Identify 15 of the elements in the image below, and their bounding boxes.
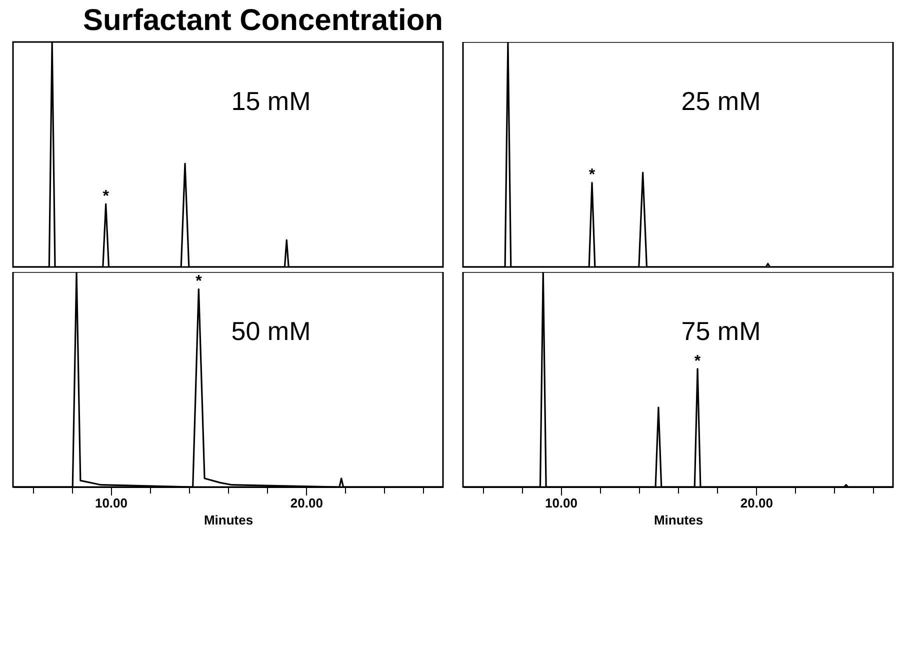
x-axis-title: Minutes	[204, 512, 254, 528]
x-axis-title: Minutes	[654, 512, 704, 528]
x-tick-label: 20.00	[290, 496, 323, 510]
x-tick-label: 20.00	[740, 496, 773, 510]
chart-title: Surfactant Concentration	[82, 4, 443, 37]
annotation: *	[196, 273, 203, 290]
series-label: 50 mM	[231, 316, 311, 346]
x-tick-label: 10.00	[544, 496, 578, 510]
text: 15 mM	[231, 86, 311, 116]
text: 25 mM	[681, 86, 761, 116]
annotation: *	[102, 188, 110, 205]
series-label: 75 mM	[681, 316, 761, 346]
annotation: *	[588, 166, 596, 184]
annotation: *	[694, 352, 702, 370]
x-tick-label: 10.00	[94, 496, 128, 510]
